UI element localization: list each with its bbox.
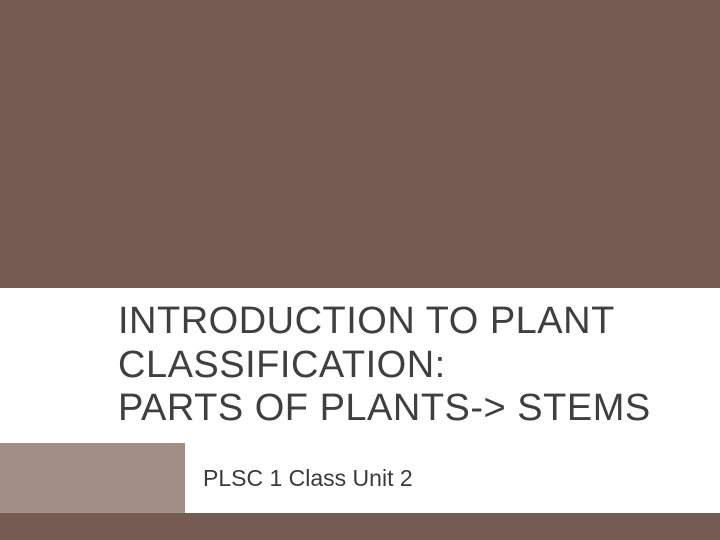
subtitle-accent-block xyxy=(0,443,185,513)
title-line-2: CLASSIFICATION: xyxy=(118,344,446,386)
title-line-3: PARTS OF PLANTS-> STEMS xyxy=(118,387,651,429)
title-band: INTRODUCTION TO PLANT CLASSIFICATION: PA… xyxy=(0,288,720,443)
slide-subtitle: PLSC 1 Class Unit 2 xyxy=(203,465,413,492)
bottom-color-band xyxy=(0,513,720,540)
title-text-wrap: INTRODUCTION TO PLANT CLASSIFICATION: PA… xyxy=(100,288,720,443)
slide: INTRODUCTION TO PLANT CLASSIFICATION: PA… xyxy=(0,0,720,540)
subtitle-band: PLSC 1 Class Unit 2 xyxy=(0,443,720,513)
slide-title: INTRODUCTION TO PLANT CLASSIFICATION: PA… xyxy=(118,300,651,431)
title-accent-block xyxy=(0,288,100,443)
top-color-band xyxy=(0,0,720,288)
title-line-1: INTRODUCTION TO PLANT xyxy=(118,300,615,342)
subtitle-text-wrap: PLSC 1 Class Unit 2 xyxy=(185,443,720,513)
